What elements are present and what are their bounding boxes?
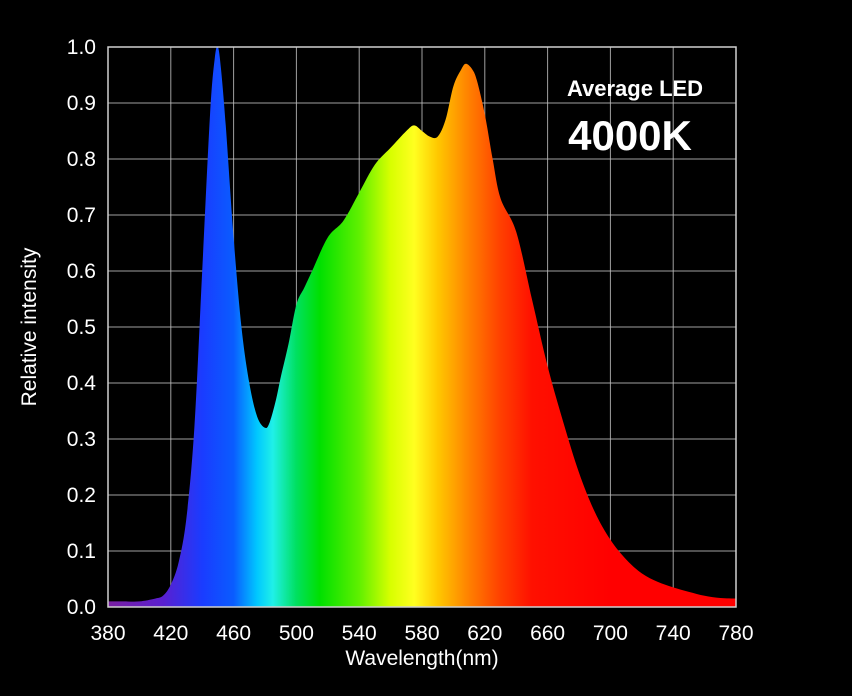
spectrum-area: [108, 46, 736, 608]
x-tick-label: 740: [656, 622, 691, 645]
y-tick-label: 0.0: [67, 596, 96, 619]
x-tick-label: 660: [530, 622, 565, 645]
y-axis-title: Relative intensity: [18, 247, 41, 406]
x-tick-label: 540: [342, 622, 377, 645]
y-tick-label: 0.4: [67, 372, 97, 395]
x-tick-label: 620: [467, 622, 502, 645]
y-tick-label: 0.5: [67, 316, 96, 339]
y-tick-label: 0.1: [67, 540, 96, 563]
x-tick-label: 420: [153, 622, 188, 645]
x-tick-label: 380: [90, 622, 125, 645]
x-tick-label: 460: [216, 622, 251, 645]
annotation-title: 4000K: [568, 112, 692, 159]
y-tick-labels: 0.0 0.1 0.2 0.3 0.4 0.5 0.6 0.7 0.8 0.9 1.0: [67, 36, 97, 619]
y-tick-label: 0.8: [67, 148, 96, 171]
x-axis-title: Wavelength(nm): [345, 647, 498, 670]
plot-border: [107, 46, 737, 608]
y-tick-label: 0.3: [67, 428, 96, 451]
y-tick-label: 0.9: [67, 92, 96, 115]
x-tick-label: 780: [718, 622, 753, 645]
x-tick-label: 500: [279, 622, 314, 645]
y-tick-label: 0.7: [67, 204, 96, 227]
annotation-subtitle: Average LED: [567, 76, 703, 101]
y-tick-label: 1.0: [67, 36, 96, 59]
x-tick-label: 580: [404, 622, 439, 645]
y-tick-label: 0.6: [67, 260, 96, 283]
x-tick-label: 700: [593, 622, 628, 645]
x-tick-labels: 380 420 460 500 540 580 620 660 700 740 780: [90, 622, 753, 645]
y-tick-label: 0.2: [67, 484, 96, 507]
